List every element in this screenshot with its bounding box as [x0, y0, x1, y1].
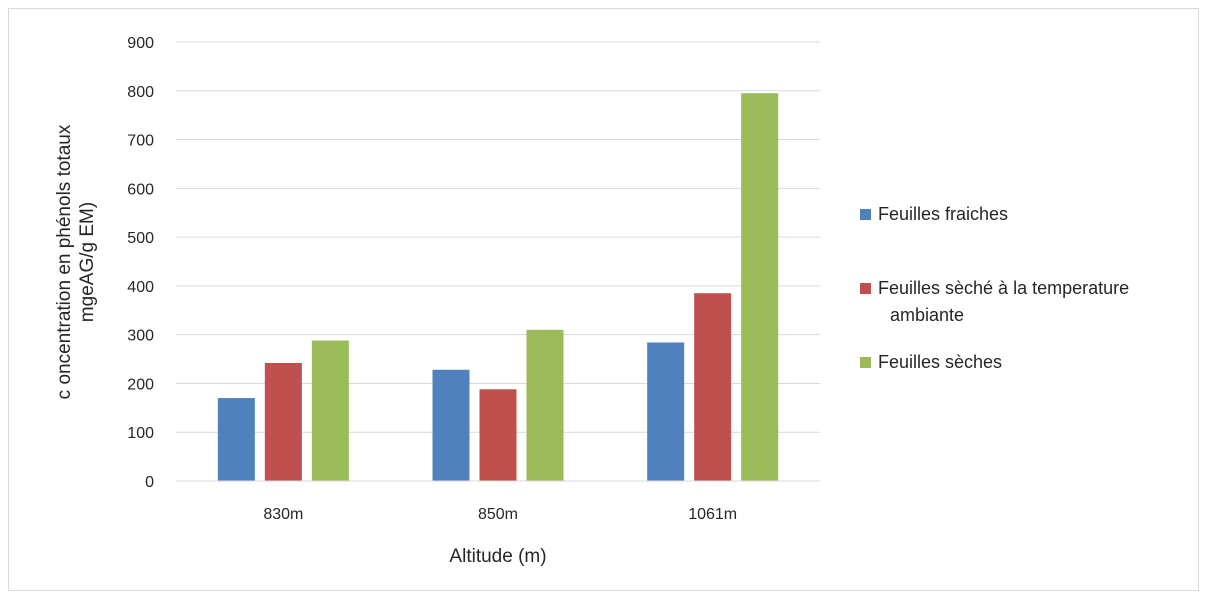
bar-feuilles-1-830m [264, 362, 302, 481]
y-tick-label: 500 [127, 230, 154, 247]
bar-feuilles-1-850m [479, 389, 517, 481]
y-tick-label: 100 [127, 425, 154, 442]
y-tick-label: 700 [127, 133, 154, 150]
x-axis-title: Altitude (m) [449, 546, 546, 567]
bar-feuilles-1-1061m [694, 293, 732, 481]
bar-feuilles-2-830m [311, 340, 349, 481]
x-tick-label: 830m [263, 506, 303, 523]
bar-feuilles-0-1061m [647, 342, 685, 481]
y-tick-label: 800 [127, 84, 154, 101]
y-tick-label: 200 [127, 376, 154, 393]
legend-label-line: Feuilles sèches [878, 352, 1002, 372]
y-tick-label: 0 [145, 474, 154, 491]
y-axis-title-line: c oncentration en phénols totaux [54, 124, 75, 399]
legend-swatch [860, 283, 871, 294]
y-axis-title: c oncentration en phénols totaux mgeAG/g … [54, 124, 98, 399]
legend-label: Feuilles fraiches [878, 204, 1008, 224]
legend-label-line: Feuilles fraiches [878, 204, 1008, 224]
bar-feuilles-0-850m [432, 369, 470, 481]
legend-label-line: ambiante [890, 305, 964, 325]
bar-feuilles-2-850m [526, 329, 564, 481]
legend-swatch [860, 209, 871, 220]
y-tick-label: 400 [127, 279, 154, 296]
legend-label-line: Feuilles sèché à la temperature [878, 278, 1129, 298]
legend-swatch [860, 357, 871, 368]
bar-feuilles-2-1061m [741, 93, 779, 481]
y-tick-label: 600 [127, 181, 154, 198]
legend-label: Feuilles sèches [878, 352, 1002, 372]
axes: 0 100 200 300 400 500 600 700 800 900 830m 850m 1061… [127, 35, 820, 523]
y-tick-label: 300 [127, 328, 154, 345]
legend-label: Feuilles sèché à la temperature ambiante [878, 278, 1129, 325]
x-tick-label: 850m [478, 506, 518, 523]
y-axis-title-line: mgeAG/g EM) [77, 202, 98, 322]
x-tick-label: 1061m [688, 506, 737, 523]
chart-frame [8, 8, 1199, 591]
bars [217, 93, 779, 481]
legend: Feuilles fraiches Feuilles sèché à la tem… [860, 204, 1129, 372]
y-tick-label: 900 [127, 35, 154, 52]
bar-feuilles-0-830m [217, 398, 255, 481]
